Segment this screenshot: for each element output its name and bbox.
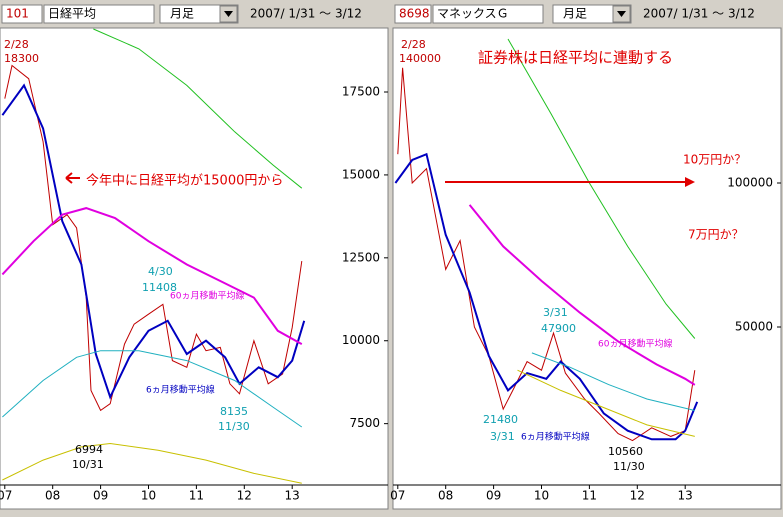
- y-tick-label: 50000: [735, 320, 773, 334]
- x-tick-label: 13: [678, 489, 693, 503]
- name-box: [43, 4, 155, 24]
- x-tick-label: 10: [141, 489, 156, 503]
- series-line: [468, 204, 696, 386]
- annotation: 11/30: [613, 460, 645, 473]
- series-line: [93, 28, 303, 189]
- annotation: 今年中に日経平均が15000円から: [86, 173, 283, 189]
- series-line: [2, 350, 303, 428]
- y-tick-label: 15000: [342, 167, 380, 181]
- name-box: [432, 4, 544, 24]
- x-tick-label: 11: [189, 489, 204, 503]
- period-select[interactable]: [552, 4, 632, 24]
- x-tick-label: 13: [285, 489, 300, 503]
- panel: 101 日経平均 月足 2007/ 1/31 ～ 3/12 7500 10000 12500…: [0, 0, 389, 510]
- annotation: 4/30: [148, 265, 173, 278]
- series-line: [4, 64, 303, 412]
- stock-name: 日経平均: [48, 7, 96, 21]
- annotation: 3/31: [490, 430, 515, 443]
- annotation: 7万円か？: [688, 228, 744, 242]
- annotation: 60ヵ月移動平均線: [170, 290, 244, 302]
- annotation: 11408: [142, 281, 177, 294]
- series-line: [531, 352, 695, 411]
- series-line: [394, 152, 699, 441]
- stock-code: 8698: [399, 7, 430, 21]
- x-tick-label: 07: [390, 489, 405, 503]
- annotation: 47900: [541, 322, 576, 335]
- x-tick-label: 12: [237, 489, 252, 503]
- date-range: 2007/ 1/31 ～ 3/12: [643, 7, 755, 21]
- target-arrow-head: [685, 177, 695, 187]
- y-tick-label: 12500: [342, 250, 380, 264]
- period-label: 月足: [170, 7, 194, 21]
- annotation: 21480: [483, 413, 518, 426]
- annotation: 6ヵ月移動平均線: [146, 384, 215, 396]
- series-line: [1, 207, 303, 345]
- series-line: [507, 38, 696, 339]
- period-select[interactable]: [159, 4, 239, 24]
- code-box: [1, 4, 43, 24]
- dropdown-arrow: [224, 11, 233, 17]
- annotation: 10/31: [72, 458, 104, 471]
- annotation: 2/28: [4, 38, 29, 51]
- y-tick-label: 10000: [342, 333, 380, 347]
- annotation: 140000: [399, 52, 441, 65]
- annotation: 3/31: [543, 306, 568, 319]
- x-tick-label: 10: [534, 489, 549, 503]
- series-line: [517, 369, 695, 437]
- date-range: 2007/ 1/31 ～ 3/12: [250, 7, 362, 21]
- plot-area: [392, 27, 782, 510]
- annotation: 18300: [4, 52, 39, 65]
- x-tick-label: 09: [486, 489, 501, 503]
- panel: 8698 マネックスＧ 月足 2007/ 1/31 ～ 3/12 50000 100000…: [390, 0, 782, 510]
- dropdown-arrow: [617, 11, 626, 17]
- code-box: [394, 4, 432, 24]
- pointer-arrow: [65, 172, 80, 184]
- period-label: 月足: [563, 7, 587, 21]
- x-tick-label: 07: [0, 489, 12, 503]
- series-line: [397, 67, 696, 442]
- stock-name: マネックスＧ: [437, 7, 509, 21]
- y-tick-label: 100000: [727, 176, 773, 190]
- x-tick-label: 09: [93, 489, 108, 503]
- annotation: 11/30: [218, 420, 250, 433]
- x-tick-label: 08: [438, 489, 453, 503]
- annotation: 6994: [75, 443, 103, 456]
- x-tick-label: 12: [630, 489, 645, 503]
- annotation: 60ヵ月移動平均線: [598, 338, 672, 350]
- y-tick-label: 7500: [349, 416, 380, 430]
- annotation: 8135: [220, 405, 248, 418]
- annotation: 2/28: [401, 38, 426, 51]
- annotation: 10560: [608, 445, 643, 458]
- x-tick-label: 08: [45, 489, 60, 503]
- stock-code: 101: [6, 7, 29, 21]
- y-tick-label: 17500: [342, 85, 380, 99]
- annotation: 証券株は日経平均に連動する: [478, 49, 673, 67]
- x-tick-label: 11: [582, 489, 597, 503]
- series-line: [2, 442, 302, 484]
- annotation: 10万円か？: [683, 153, 746, 167]
- annotation: 6ヵ月移動平均線: [521, 431, 590, 443]
- series-line: [1, 83, 306, 400]
